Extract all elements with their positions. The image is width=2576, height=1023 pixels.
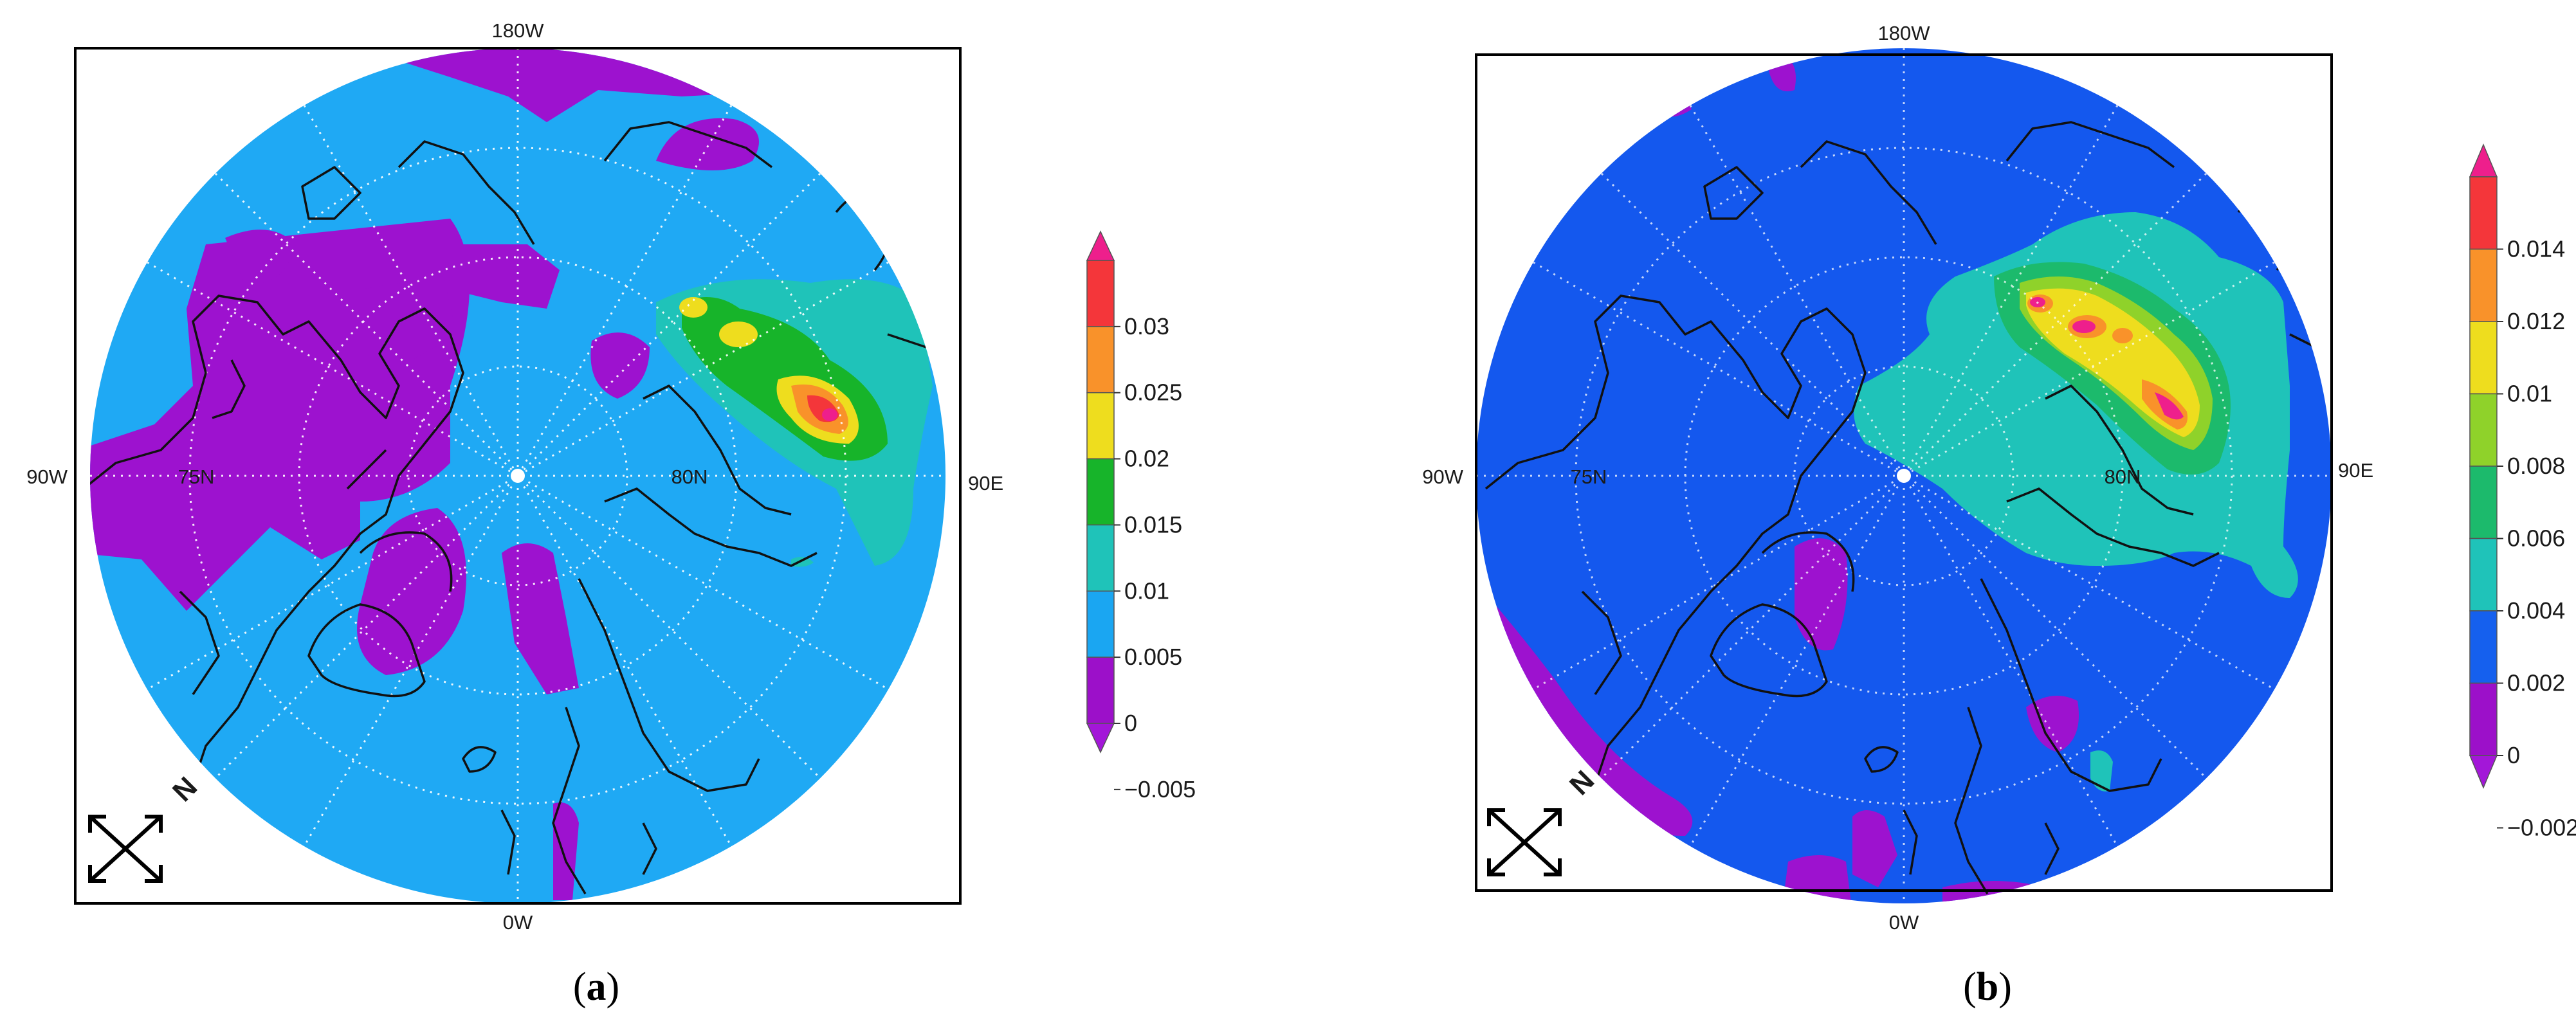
colorbar-segment (1086, 326, 1115, 394)
panel-label-a: (a) (573, 965, 619, 1009)
colorbar-tick-label: 0.03 (1124, 313, 1169, 339)
colorbar-segment (2469, 248, 2498, 322)
colorbar-tick-label: 0.02 (1124, 446, 1169, 472)
colorbar-tick-label: 0.012 (2507, 308, 2565, 334)
map-label-top: 180W (1878, 22, 1931, 44)
panel-a: N 180W 0W 90W 90E 80N 75N 0.030.0250.020… (26, 19, 1196, 1009)
colorbar-tick-label: 0.015 (1124, 511, 1182, 538)
pole-marker (1897, 469, 1911, 483)
colorbar-a: 0.03 0.025 0.02 0.015 0.01 0.005 0 −0.005 (1086, 230, 1196, 802)
map-label-right: 90E (2338, 459, 2373, 482)
pole-marker (511, 469, 525, 483)
colorbar-tick-label: 0.014 (2507, 236, 2565, 262)
colorbar-b: 0.014 0.012 0.01 0.008 0.006 0.004 0.002 0 −0.00… (2469, 143, 2576, 841)
colorbar-tick-label: 0 (1124, 710, 1137, 736)
map-label-bottom: 0W (1889, 911, 1919, 934)
colorbar-tick-label: 0.025 (1124, 379, 1182, 406)
colorbar-segment (1086, 458, 1115, 526)
compass-icon (1487, 808, 1562, 876)
colorbar-segment (1086, 656, 1115, 724)
colorbar-tick-label: 0.002 (2507, 670, 2565, 696)
map-label-bottom: 0W (503, 911, 533, 934)
compass-north-label: N (167, 771, 203, 808)
map-label-right: 90E (968, 472, 1003, 494)
lat-label-outer: 75N (1571, 466, 1607, 488)
panel-b: N 180W 0W 90W 90E 80N 75N 0.0140.0120.01… (1422, 22, 2576, 1009)
colorbar-segment (2469, 538, 2498, 611)
colorbar-tick-label: 0 (2507, 742, 2520, 768)
colorbar-tick-label: −0.002 (2507, 815, 2576, 841)
map-frame (74, 47, 962, 905)
graticule-b (1476, 48, 2332, 903)
map-label-top: 180W (492, 19, 545, 42)
positive-anomaly-a (656, 279, 933, 567)
colorbar-tick-label: 0.01 (2507, 381, 2552, 407)
colorbar-segment (1086, 392, 1115, 460)
colorbar-tick-label: −0.005 (1124, 776, 1196, 802)
colorbar-segment (2469, 176, 2498, 250)
colorbar-segment (1086, 590, 1115, 658)
compass-icon (88, 815, 163, 883)
map-frame (1475, 53, 2333, 892)
colorbar-tick-label: 0.004 (2507, 597, 2565, 624)
colorbar-tick-label: 0.01 (1124, 577, 1169, 604)
colorbar-segment (2469, 321, 2498, 395)
panel-label-b: (b) (1963, 965, 2012, 1009)
graticule-a (90, 48, 945, 903)
lat-label-inner: 80N (671, 466, 708, 488)
colorbar-bottom-arrow (1086, 723, 1115, 754)
colorbar-segment (2469, 610, 2498, 684)
lat-label-inner: 80N (2105, 466, 2141, 488)
colorbar-segment (2469, 466, 2498, 539)
colorbar-segment (2469, 682, 2498, 756)
colorbar-segment (1086, 260, 1115, 327)
map-label-left: 90W (1422, 466, 1463, 488)
colorbar-bottom-arrow (2469, 755, 2498, 789)
map-a: N (74, 47, 962, 905)
colorbar-top-arrow (1086, 230, 1115, 261)
colorbar-segment (1086, 524, 1115, 592)
colorbar-tick-label: 0.008 (2507, 453, 2565, 479)
colorbar-top-arrow (2469, 143, 2498, 177)
positive-anomaly-b (1854, 212, 2298, 792)
map-label-left: 90W (26, 466, 68, 488)
colorbar-tick-label: 0.006 (2507, 525, 2565, 552)
lat-label-outer: 75N (178, 466, 215, 488)
colorbar-tick-label: 0.005 (1124, 644, 1182, 670)
colorbar-segment (2469, 393, 2498, 467)
